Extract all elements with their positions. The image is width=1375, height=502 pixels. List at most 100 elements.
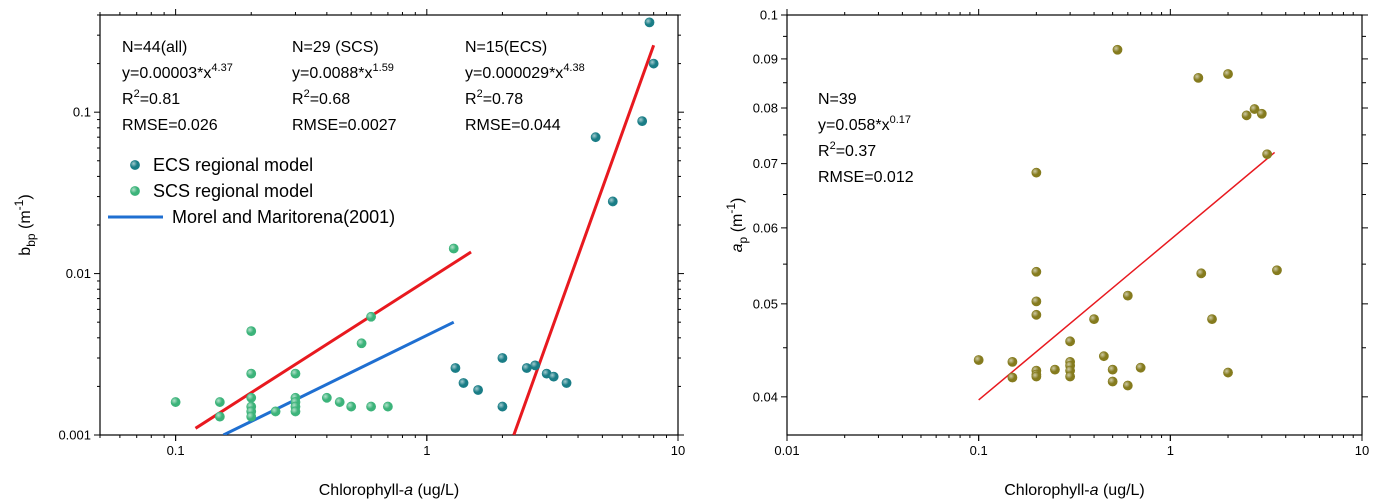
annotation-r2: R2=0.37	[818, 140, 876, 160]
data-point	[1223, 69, 1233, 79]
scs-point	[246, 392, 257, 403]
x-tick-label: 0.1	[970, 443, 988, 458]
y-tick-label: 0.1	[73, 105, 91, 120]
x-axis-title-italic: a	[404, 482, 413, 499]
annotation-n: N=15(ECS)	[465, 39, 547, 56]
annotation-equation: y=0.0088*x1.59	[292, 62, 394, 82]
scs-point	[246, 411, 257, 422]
y-tick-label: 0.001	[58, 428, 91, 443]
data-point	[1223, 367, 1233, 378]
scs-point	[290, 368, 301, 379]
data-point	[1256, 108, 1267, 119]
equation-exponent: 1.59	[373, 62, 394, 74]
ecs-point	[607, 196, 618, 207]
data-point	[1196, 268, 1207, 279]
y-tick-label: 0.1	[760, 8, 778, 23]
equation-base: y=0.000029*x	[465, 65, 563, 82]
x-axis-title-part: Chlorophyll-	[1004, 482, 1089, 499]
scs-point	[321, 392, 332, 403]
scs-point	[334, 397, 345, 407]
scs-point	[290, 406, 301, 417]
data-point	[1107, 376, 1118, 387]
x-axis-title-part: Chlorophyll-	[319, 482, 404, 499]
equation-exponent: 0.17	[890, 114, 911, 126]
equation-base: y=0.0088*x	[292, 65, 373, 82]
ecs-point	[637, 116, 648, 127]
equation-exponent: 4.37	[211, 62, 232, 74]
data-point	[973, 355, 984, 365]
y-tick-label: 0.09	[753, 51, 778, 66]
data-point	[1207, 314, 1217, 325]
annotation-rmse: RMSE=0.044	[465, 117, 561, 134]
plot-area	[170, 17, 659, 435]
annotation-equation: y=0.00003*x4.37	[122, 62, 233, 82]
legend-label: SCS regional model	[153, 181, 313, 201]
ecs-point	[450, 363, 461, 373]
ecs-point	[530, 360, 541, 371]
y-axis-title-part: )	[729, 198, 746, 203]
data-point	[1050, 364, 1060, 375]
data-point	[1031, 167, 1042, 178]
x-axis-title: Chlorophyll-a (ug/L)	[1004, 482, 1145, 499]
r2-r: R	[818, 143, 830, 160]
ecs-point	[497, 401, 508, 412]
r2-r: R	[122, 91, 134, 108]
x-tick-label: 10	[671, 443, 685, 458]
ecs-point	[458, 378, 469, 388]
y-tick-label: 0.08	[753, 100, 778, 115]
scs-point	[246, 326, 257, 337]
annotation-n: N=39	[818, 91, 857, 108]
annotation-rmse: RMSE=0.0027	[292, 117, 397, 134]
r2-sup: 2	[134, 88, 140, 100]
y-tick-label: 0.06	[753, 220, 778, 235]
equation-base: y=0.058*x	[818, 117, 890, 134]
data-point	[1262, 149, 1273, 160]
scs-point	[214, 397, 225, 407]
y-axis-title-part: )	[17, 194, 34, 199]
annotation-n: N=29 (SCS)	[292, 39, 379, 56]
annotation-equation: y=0.058*x0.17	[818, 114, 911, 134]
left-chart-panel: 0.1 1 10 0.001 0.01 0.1 Chlorophyll-a (ug/L) bb…	[12, 9, 685, 499]
x-axis-title: Chlorophyll-a (ug/L)	[319, 482, 460, 499]
legend-label: ECS regional model	[153, 155, 313, 175]
data-point	[1031, 266, 1042, 277]
y-axis-title-part: (m	[17, 210, 34, 233]
scs-point	[382, 401, 393, 412]
data-point	[1089, 314, 1099, 325]
ecs-point	[644, 17, 655, 28]
ecs-point	[561, 378, 572, 388]
equation-exponent: 4.38	[563, 62, 584, 74]
r2-sup: 2	[304, 88, 310, 100]
x-axis-title-part: (ug/L)	[1099, 482, 1145, 499]
fit-line-2	[222, 320, 455, 435]
y-axis-title-part: (m	[729, 214, 746, 237]
annotation-rmse: RMSE=0.026	[122, 117, 218, 134]
scs-point	[448, 243, 459, 254]
x-tick-label: 1	[1167, 443, 1174, 458]
ecs-point	[548, 371, 559, 382]
fit-line-0	[194, 250, 472, 430]
scs-point	[270, 406, 281, 417]
r2-sup: 2	[477, 88, 483, 100]
ecs-point	[590, 132, 601, 143]
x-tick-label: 10	[1355, 443, 1369, 458]
r2-sup: 2	[830, 140, 836, 152]
data-point	[1007, 372, 1018, 383]
y-axis-title-main: b	[17, 247, 34, 256]
data-point	[1065, 336, 1076, 347]
y-axis-title-sub: p	[736, 236, 750, 243]
r2-r: R	[292, 91, 304, 108]
data-point	[1065, 371, 1076, 382]
ecs-point	[521, 363, 532, 373]
scs-point	[214, 411, 225, 422]
x-tick-label: 0.01	[774, 443, 799, 458]
legend-marker	[130, 160, 140, 170]
y-tick-label: 0.07	[753, 156, 778, 171]
annotation-r2: R2=0.78	[465, 88, 523, 108]
data-point	[1031, 309, 1042, 320]
scs-point	[356, 338, 367, 349]
ecs-point	[648, 58, 659, 69]
data-point	[1272, 265, 1282, 276]
legend-marker	[130, 186, 140, 196]
